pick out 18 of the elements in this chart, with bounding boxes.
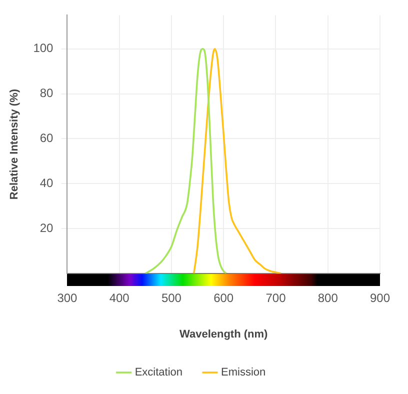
line-series (144, 48, 228, 274)
y-tick-label: 40 (40, 176, 54, 190)
x-tick-label: 700 (266, 290, 286, 305)
y-axis-title: Relative Intensity (%) (8, 88, 21, 200)
y-tick-label: 80 (40, 86, 54, 100)
x-tick-label: 600 (214, 290, 234, 305)
line-series (192, 48, 282, 274)
legend-label: Emission (221, 366, 266, 379)
y-tick-label: 100 (33, 41, 54, 56)
x-axis-title: Wavelength (nm) (179, 328, 268, 340)
x-tick-label: 900 (370, 290, 390, 305)
y-tick-label: 60 (40, 131, 54, 145)
x-tick-label: 400 (109, 290, 130, 305)
x-tick-label: 500 (161, 290, 182, 305)
x-tick-label: 800 (318, 290, 338, 305)
y-tick-label: 20 (40, 220, 54, 235)
x-tick-label: 300 (57, 290, 78, 305)
legend-label: Excitation (134, 366, 183, 379)
